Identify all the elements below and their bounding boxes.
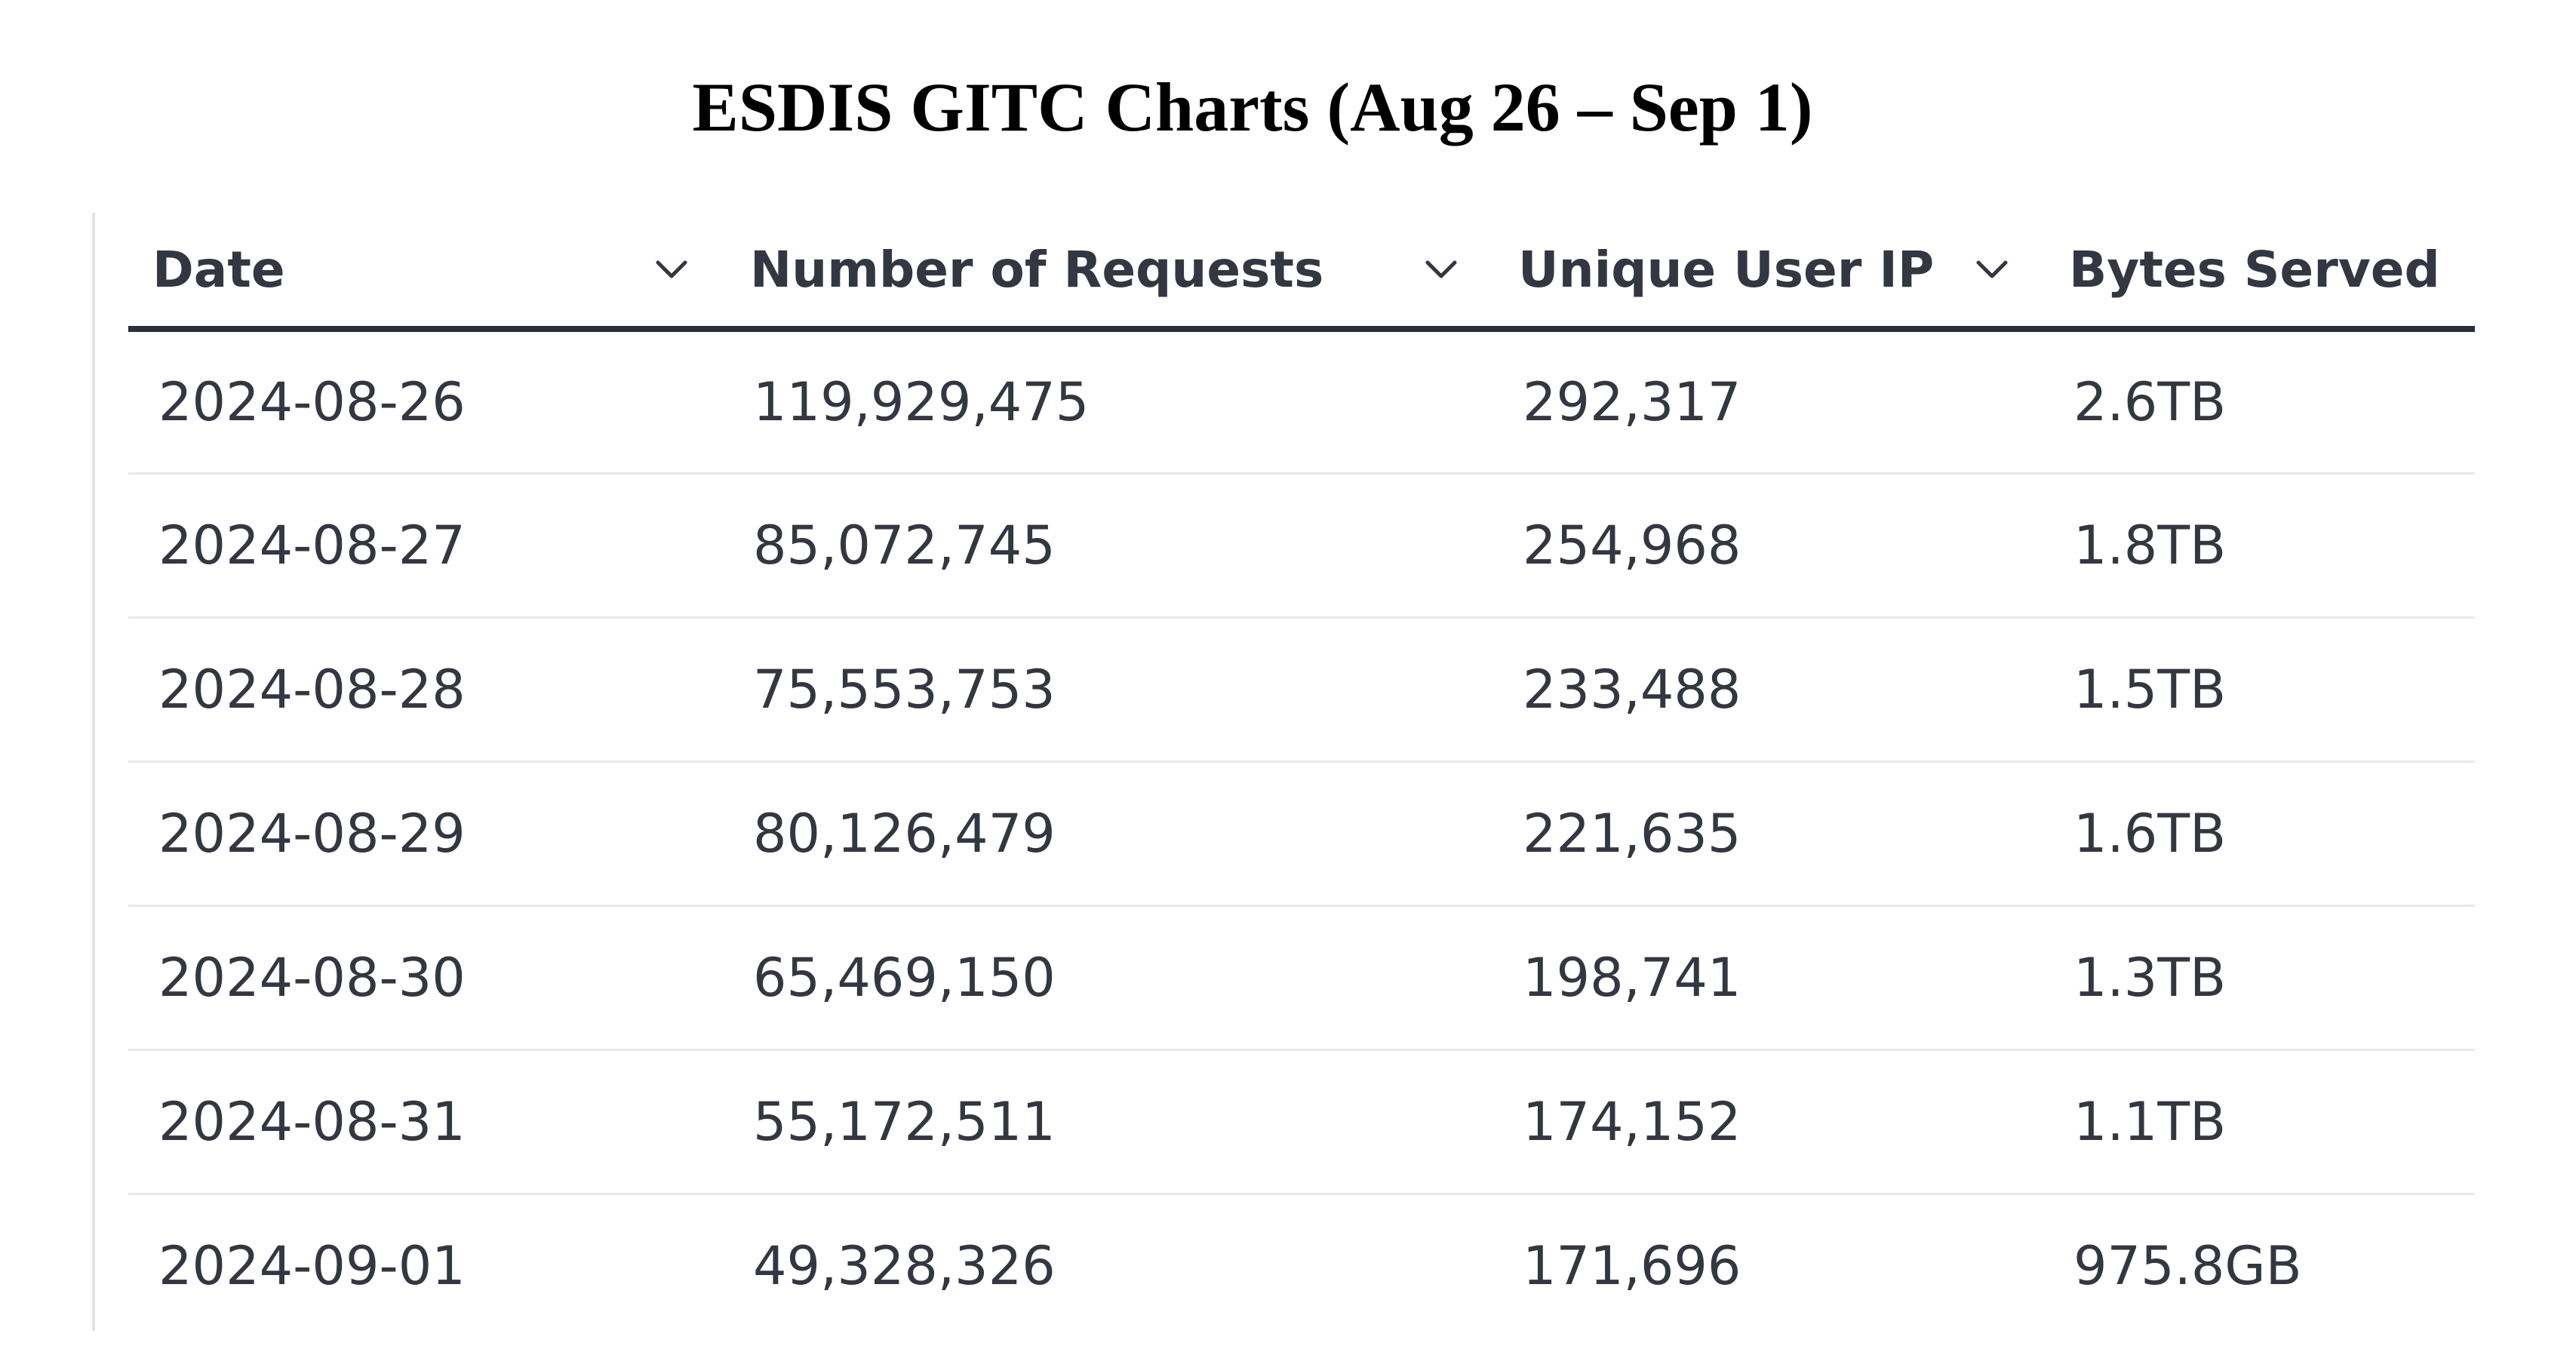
table-left-border	[92, 213, 95, 1331]
cell-date: 2024-08-30	[128, 905, 726, 1051]
column-header-label: Unique User IP	[1518, 240, 1935, 299]
table-row: 2024-08-29 80,126,479 221,635 1.6TB	[128, 761, 2475, 907]
cell-bytes: 1.5TB	[2046, 617, 2475, 763]
cell-requests: 80,126,479	[726, 761, 1495, 907]
table-row: 2024-08-27 85,072,745 254,968 1.8TB	[128, 473, 2475, 619]
chevron-down-icon[interactable]	[653, 258, 690, 281]
column-header-label: Date	[152, 240, 285, 299]
table-row: 2024-08-26 119,929,475 292,317 2.6TB	[128, 329, 2475, 475]
cell-requests: 119,929,475	[726, 329, 1495, 475]
cell-unique-ips: 254,968	[1495, 473, 2046, 619]
table-row: 2024-08-31 55,172,511 174,152 1.1TB	[128, 1049, 2475, 1195]
cell-bytes: 975.8GB	[2073, 1235, 2302, 1298]
cell-requests: 85,072,745	[726, 473, 1495, 619]
data-table: Date Number of Requests Unique User IP	[128, 213, 2475, 1338]
table-body: 2024-08-26 119,929,475 292,317 2.6TB 202…	[128, 329, 2475, 1338]
cell-date: 2024-08-31	[128, 1049, 726, 1195]
column-header-unique-ip[interactable]: Unique User IP	[1495, 213, 2046, 332]
cell-bytes: 2.6TB	[2046, 329, 2475, 475]
cell-bytes: 1.1TB	[2046, 1049, 2475, 1195]
cell-unique-ips: 233,488	[1495, 617, 2046, 763]
table-header-row: Date Number of Requests Unique User IP	[128, 213, 2475, 332]
column-header-label: Number of Requests	[750, 240, 1324, 299]
cell-requests: 65,469,150	[726, 905, 1495, 1051]
cell-requests: 49,328,326	[753, 1235, 1056, 1298]
column-header-date[interactable]: Date	[128, 213, 726, 332]
cell-unique-ips: 198,741	[1495, 905, 2046, 1051]
cell-unique-ips: 171,696	[1523, 1235, 1741, 1298]
cell-requests: 55,172,511	[726, 1049, 1495, 1195]
cell-date: 2024-08-29	[128, 761, 726, 907]
cell-bytes: 1.8TB	[2046, 473, 2475, 619]
cell-date: 2024-08-28	[128, 617, 726, 763]
cell-requests: 75,553,753	[726, 617, 1495, 763]
cell-bytes: 1.3TB	[2046, 905, 2475, 1051]
chevron-down-icon[interactable]	[1974, 258, 2010, 281]
column-header-label: Bytes Served	[2069, 240, 2440, 299]
cell-date: 2024-08-26	[128, 329, 726, 475]
page-title: ESDIS GITC Charts (Aug 26 – Sep 1)	[692, 69, 1813, 146]
table-row: 2024-08-30 65,469,150 198,741 1.3TB	[128, 905, 2475, 1051]
table-header: Date Number of Requests Unique User IP	[128, 213, 2475, 332]
table-row: 2024-09-01 49,328,326 171,696 975.8GB	[128, 1194, 2475, 1338]
table-row: 2024-08-28 75,553,753 233,488 1.5TB	[128, 617, 2475, 763]
column-header-bytes[interactable]: Bytes Served	[2046, 213, 2475, 332]
column-header-requests[interactable]: Number of Requests	[726, 213, 1495, 332]
cell-unique-ips: 292,317	[1495, 329, 2046, 475]
cell-unique-ips: 174,152	[1495, 1049, 2046, 1195]
chevron-down-icon[interactable]	[1423, 258, 1459, 281]
cell-date: 2024-08-27	[128, 473, 726, 619]
cell-unique-ips: 221,635	[1495, 761, 2046, 907]
cell-date: 2024-09-01	[158, 1235, 466, 1298]
cell-bytes: 1.6TB	[2046, 761, 2475, 907]
